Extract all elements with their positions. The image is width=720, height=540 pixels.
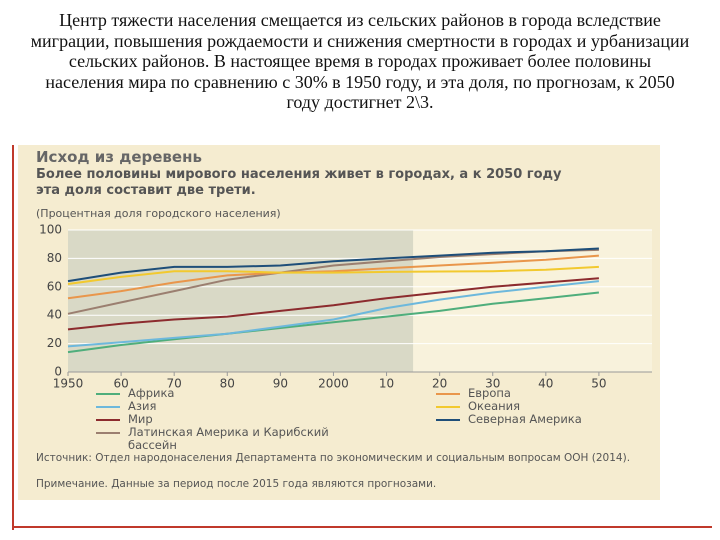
legend-label: Северная Америка	[468, 412, 582, 426]
legend-swatch	[96, 393, 120, 395]
legend-swatch	[436, 393, 460, 395]
x-tick-label: 60	[113, 377, 128, 391]
plot: 0 20 40 60 80 100 1950 60 70 80 90 2000 10 20 30 40 50	[39, 223, 652, 391]
slide-text: Центр тяжести населения смещается из сел…	[30, 10, 690, 112]
y-tick-label: 40	[47, 308, 62, 322]
legend-label: Азия	[128, 399, 157, 413]
frame	[12, 145, 14, 530]
chart-title: Исход из деревень	[36, 148, 202, 166]
legend-entry: Европа	[436, 387, 636, 400]
y-tick-label: 0	[54, 365, 62, 379]
x-tick-label: 20	[432, 377, 447, 391]
legend-label: Латинская Америка и Карибский бассейн	[128, 425, 329, 452]
legend-swatch	[96, 432, 120, 434]
legend-swatch	[96, 419, 120, 421]
legend-label: Океания	[468, 399, 521, 413]
series-line	[67, 291, 600, 354]
legend: Африка Азия Мир Латинская Америка и Карибск…	[96, 387, 636, 452]
chart-card: Исход из деревень Более половины мировог…	[18, 145, 660, 500]
legend-entry: Мир	[96, 413, 436, 426]
legend-entry: Океания	[436, 400, 636, 413]
y-tick-label: 80	[47, 251, 62, 265]
y-axis-label: (Процентная доля городского населения)	[36, 207, 281, 220]
x-tick-label: 1950	[53, 377, 84, 391]
series-line	[67, 247, 599, 283]
x-tick-label: 2000	[318, 377, 349, 391]
x-tick-label: 70	[167, 377, 182, 391]
x-tick-label: 10	[379, 377, 394, 391]
legend-swatch	[436, 419, 460, 421]
series-line	[67, 265, 599, 285]
note: Примечание. Данные за период после 2015 …	[36, 478, 437, 490]
x-tick-label: 80	[220, 377, 235, 391]
legend-entry: Латинская Америка и Карибский бассейн	[96, 426, 436, 452]
legend-label: Европа	[468, 386, 511, 400]
x-tick-label: 90	[273, 377, 288, 391]
legend-entry: Северная Америка	[436, 413, 636, 426]
y-tick-label: 20	[47, 336, 62, 350]
source: Источник: Отдел народонаселения Департам…	[36, 452, 631, 464]
legend-swatch	[436, 406, 460, 408]
x-tick-label: 50	[591, 377, 606, 391]
y-tick-label: 60	[47, 279, 62, 293]
series-line	[67, 277, 599, 331]
y-tick-label: 100	[39, 223, 62, 237]
series-line	[67, 280, 600, 348]
legend-label: Африка	[128, 386, 175, 400]
legend-entry: Азия	[96, 400, 436, 413]
chart-subtitle: Более половины мирового населения живет …	[36, 167, 562, 198]
legend-entry: Африка	[96, 387, 436, 400]
x-tick-label: 40	[538, 377, 553, 391]
x-tick-label: 30	[485, 377, 500, 391]
series-line	[67, 254, 599, 300]
legend-label: Мир	[128, 412, 153, 426]
legend-swatch	[96, 406, 120, 408]
frame	[12, 526, 712, 528]
